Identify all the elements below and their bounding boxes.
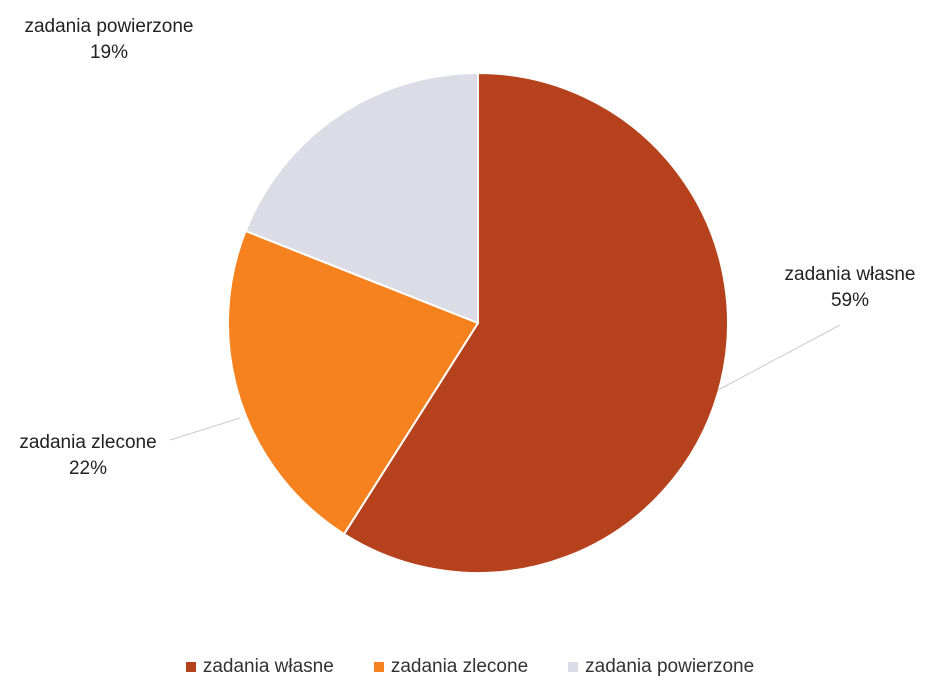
data-label-wlasne: zadania własne 59% bbox=[770, 262, 930, 314]
legend-swatch-powierzone bbox=[568, 662, 579, 672]
data-label-powierzone: zadania powierzone 19% bbox=[4, 14, 214, 66]
legend-item-powierzone: zadania powierzone bbox=[568, 656, 754, 678]
leader-line-wlasne bbox=[717, 324, 841, 391]
legend: zadania własne zadania zlecone zadania p… bbox=[0, 652, 940, 682]
data-label-zlecone-name: zadania zlecone bbox=[19, 432, 157, 453]
legend-swatch-wlasne bbox=[185, 662, 196, 672]
legend-swatch-zlecone bbox=[373, 662, 384, 672]
data-label-zlecone: zadania zlecone 22% bbox=[4, 430, 172, 482]
leader-lines bbox=[169, 324, 841, 441]
data-label-powierzone-percent: 19% bbox=[89, 42, 129, 63]
data-label-zlecone-percent: 22% bbox=[68, 458, 108, 479]
pie-slice-zlecone bbox=[227, 229, 480, 536]
data-label-powierzone-name: zadania powierzone bbox=[24, 16, 194, 37]
legend-item-wlasne: zadania własne bbox=[185, 656, 334, 678]
legend-item-zlecone: zadania zlecone bbox=[373, 656, 529, 678]
pie-slices bbox=[227, 71, 729, 574]
legend-label-powierzone: zadania powierzone bbox=[585, 656, 755, 677]
legend-label-zlecone: zadania zlecone bbox=[390, 656, 529, 677]
leader-line-zlecone bbox=[169, 417, 241, 441]
data-label-wlasne-percent: 59% bbox=[830, 290, 870, 311]
pie-slice-powierzone bbox=[244, 71, 479, 325]
data-label-wlasne-name: zadania własne bbox=[784, 264, 916, 285]
legend-label-wlasne: zadania własne bbox=[202, 656, 334, 677]
pie-slice-wlasne bbox=[342, 71, 729, 574]
